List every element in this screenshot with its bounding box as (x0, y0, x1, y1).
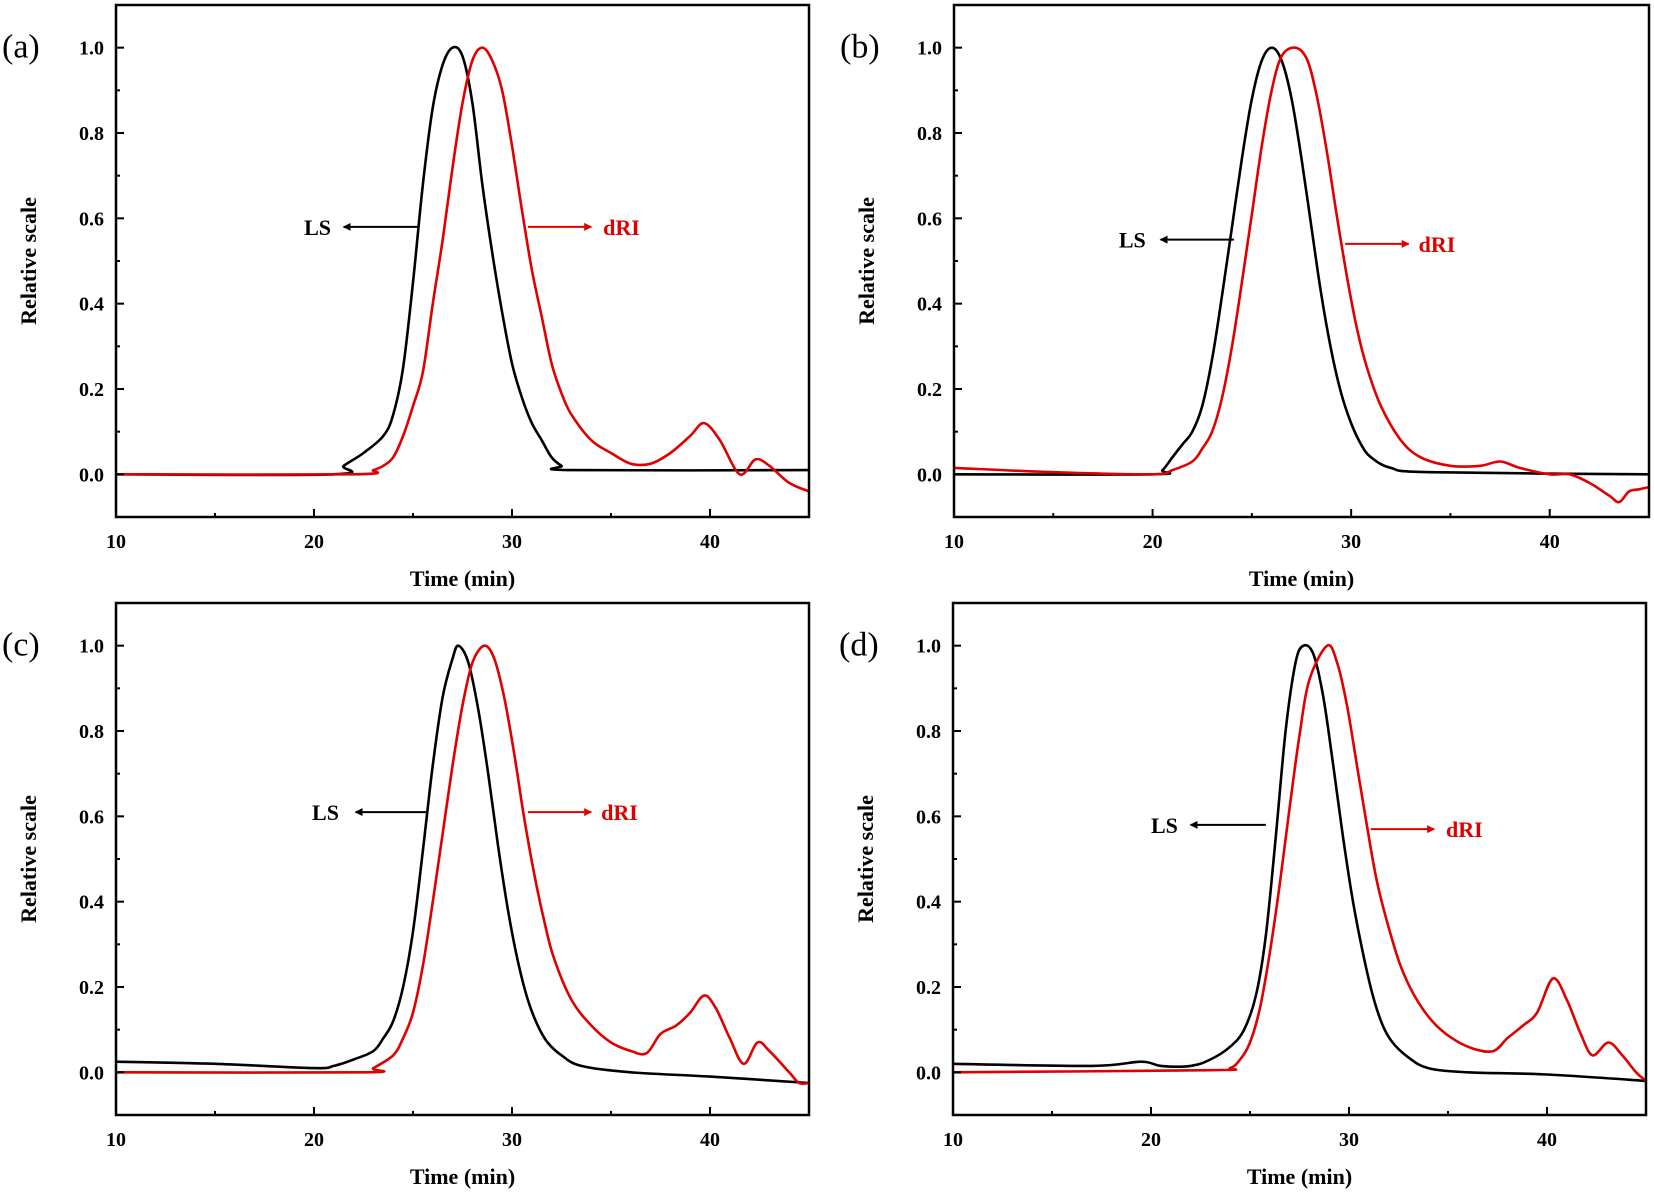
x-axis-title: Time (min) (1249, 566, 1354, 591)
annotation-label-ls: LS (312, 800, 339, 825)
y-tick-label: 1.0 (917, 38, 942, 60)
y-tick-label: 0.4 (917, 294, 942, 316)
y-tick-label: 0.6 (79, 208, 104, 230)
series-line-dri (953, 643, 1646, 1082)
y-tick-label: 0.8 (916, 721, 941, 743)
annotation-label-dri: dRI (603, 215, 640, 240)
x-tick-label: 10 (944, 531, 964, 553)
x-tick-label: 30 (502, 1129, 522, 1151)
x-tick-label: 30 (502, 531, 522, 553)
panel-label: (d) (839, 627, 879, 664)
y-tick-label: 0.0 (79, 464, 104, 486)
annotation-label-ls: LS (304, 215, 331, 240)
x-tick-label: 30 (1341, 531, 1361, 553)
panel-d: 10 20 30 40 0.0 0.2 0.4 0.6 0.8 1.0 Time (min) Rela… (839, 601, 1648, 1189)
x-tick-label: 40 (700, 531, 720, 553)
y-tick-label: 0.0 (916, 1062, 941, 1084)
y-tick-label: 0.8 (917, 123, 942, 145)
y-axis-title: Relative scale (853, 795, 878, 923)
y-tick-label: 0.0 (917, 464, 942, 486)
panel-b: 10 20 30 40 0.0 0.2 0.4 0.6 0.8 1.0 Time (min) Rela… (840, 3, 1651, 591)
y-tick-label: 0.8 (79, 721, 104, 743)
annotation-label-dri: dRI (1419, 232, 1456, 257)
annotation-label-dri: dRI (1446, 817, 1483, 842)
y-tick-label: 1.0 (79, 636, 104, 658)
series-line-ls (116, 644, 809, 1085)
panel-label: (c) (2, 627, 40, 664)
y-tick-label: 0.6 (917, 208, 942, 230)
x-axis-title: Time (min) (1247, 1164, 1352, 1189)
y-tick-label: 0.0 (79, 1062, 104, 1084)
y-tick-label: 0.2 (916, 977, 941, 999)
y-tick-label: 1.0 (79, 38, 104, 60)
panel-c: 10 20 30 40 0.0 0.2 0.4 0.6 0.8 1.0 Time (min) Rela… (2, 601, 811, 1189)
y-tick-label: 1.0 (916, 636, 941, 658)
plot-frame (952, 3, 1651, 519)
x-tick-label: 30 (1339, 1129, 1359, 1151)
x-tick-label: 10 (943, 1129, 963, 1151)
x-tick-label: 40 (700, 1129, 720, 1151)
y-tick-label: 0.2 (79, 977, 104, 999)
series-line-ls (116, 45, 809, 477)
panel-label: (b) (840, 29, 880, 66)
y-axis-title: Relative scale (854, 197, 879, 325)
series-line-dri (116, 46, 809, 493)
annotation-label-ls: LS (1151, 813, 1178, 838)
plot-frame (114, 601, 811, 1117)
y-tick-label: 0.6 (79, 806, 104, 828)
series-line-ls (953, 643, 1646, 1083)
series-line-dri (116, 644, 809, 1086)
x-tick-label: 20 (304, 531, 324, 553)
panel-label: (a) (2, 29, 40, 66)
y-tick-label: 0.4 (79, 892, 104, 914)
y-tick-label: 0.4 (79, 294, 104, 316)
x-axis-title: Time (min) (410, 566, 515, 591)
panel-a: 10 20 30 40 0.0 0.2 0.4 0.6 0.8 1.0 Time (min) Rela… (2, 3, 811, 591)
annotation-label-dri: dRI (601, 800, 638, 825)
y-tick-label: 0.2 (917, 379, 942, 401)
x-tick-label: 20 (1143, 531, 1163, 553)
y-tick-label: 0.6 (916, 806, 941, 828)
series-line-ls (954, 46, 1649, 476)
x-tick-label: 20 (304, 1129, 324, 1151)
x-tick-label: 10 (106, 531, 126, 553)
y-tick-label: 0.4 (916, 892, 941, 914)
x-tick-label: 40 (1537, 1129, 1557, 1151)
x-tick-label: 40 (1540, 531, 1560, 553)
series-line-dri (954, 46, 1649, 504)
y-axis-title: Relative scale (16, 795, 41, 923)
y-tick-label: 0.2 (79, 379, 104, 401)
plot-frame (114, 3, 811, 519)
x-tick-label: 20 (1141, 1129, 1161, 1151)
y-axis-title: Relative scale (16, 197, 41, 325)
plot-frame (951, 601, 1648, 1117)
x-axis-title: Time (min) (410, 1164, 515, 1189)
x-tick-label: 10 (106, 1129, 126, 1151)
annotation-label-ls: LS (1119, 228, 1146, 253)
y-tick-label: 0.8 (79, 123, 104, 145)
